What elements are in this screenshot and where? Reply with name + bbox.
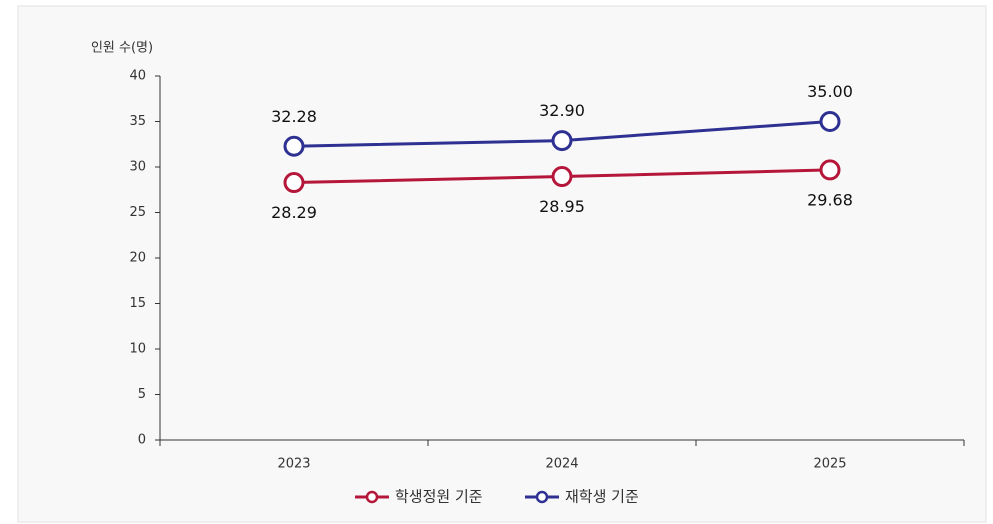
marker: [283, 172, 305, 194]
legend-label: 학생정원 기준: [395, 488, 483, 506]
marker: [551, 166, 573, 188]
y-tick-label: 20: [129, 251, 146, 266]
y-tick-label: 5: [138, 387, 146, 402]
data-label: 32.28: [271, 107, 317, 126]
y-tick-label: 25: [129, 205, 146, 220]
y-axis-label: 인원 수(명): [91, 41, 153, 56]
data-label: 28.95: [539, 197, 585, 216]
marker: [819, 111, 841, 132]
data-label: 29.68: [807, 190, 853, 209]
legend-label: 재학생 기준: [565, 488, 639, 506]
data-label: 28.29: [271, 203, 317, 222]
x-tick-label: 2024: [545, 457, 578, 472]
legend-marker: [365, 490, 379, 504]
y-tick-label: 40: [129, 69, 146, 84]
y-tick-label: 35: [129, 114, 146, 129]
marker: [283, 135, 305, 157]
y-tick-label: 15: [129, 296, 146, 311]
x-tick-label: 2025: [813, 457, 846, 472]
marker: [551, 130, 573, 152]
legend-marker: [535, 490, 549, 504]
y-tick-label: 0: [138, 433, 146, 448]
x-tick-label: 2023: [277, 457, 310, 472]
chart-background: [17, 5, 987, 523]
y-tick-label: 10: [129, 342, 146, 357]
y-tick-label: 30: [129, 160, 146, 175]
marker: [819, 159, 841, 181]
data-label: 35.00: [807, 82, 853, 101]
data-label: 32.90: [539, 101, 585, 120]
